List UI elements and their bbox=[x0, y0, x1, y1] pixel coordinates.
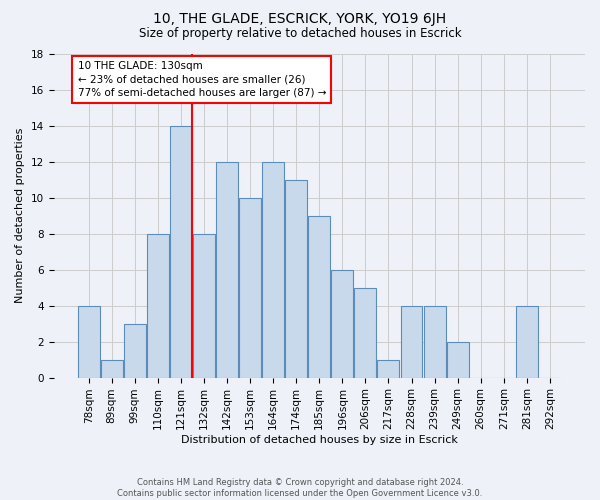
Text: 10, THE GLADE, ESCRICK, YORK, YO19 6JH: 10, THE GLADE, ESCRICK, YORK, YO19 6JH bbox=[154, 12, 446, 26]
Bar bbox=[216, 162, 238, 378]
Text: Size of property relative to detached houses in Escrick: Size of property relative to detached ho… bbox=[139, 28, 461, 40]
Bar bbox=[308, 216, 330, 378]
X-axis label: Distribution of detached houses by size in Escrick: Distribution of detached houses by size … bbox=[181, 435, 458, 445]
Bar bbox=[355, 288, 376, 378]
Bar bbox=[239, 198, 261, 378]
Bar bbox=[147, 234, 169, 378]
Bar bbox=[516, 306, 538, 378]
Y-axis label: Number of detached properties: Number of detached properties bbox=[15, 128, 25, 304]
Bar bbox=[377, 360, 400, 378]
Bar bbox=[170, 126, 192, 378]
Bar bbox=[77, 306, 100, 378]
Bar bbox=[446, 342, 469, 378]
Bar bbox=[285, 180, 307, 378]
Bar bbox=[124, 324, 146, 378]
Text: 10 THE GLADE: 130sqm
← 23% of detached houses are smaller (26)
77% of semi-detac: 10 THE GLADE: 130sqm ← 23% of detached h… bbox=[77, 61, 326, 98]
Bar bbox=[424, 306, 446, 378]
Bar bbox=[331, 270, 353, 378]
Text: Contains HM Land Registry data © Crown copyright and database right 2024.
Contai: Contains HM Land Registry data © Crown c… bbox=[118, 478, 482, 498]
Bar bbox=[262, 162, 284, 378]
Bar bbox=[401, 306, 422, 378]
Bar bbox=[193, 234, 215, 378]
Bar bbox=[101, 360, 122, 378]
